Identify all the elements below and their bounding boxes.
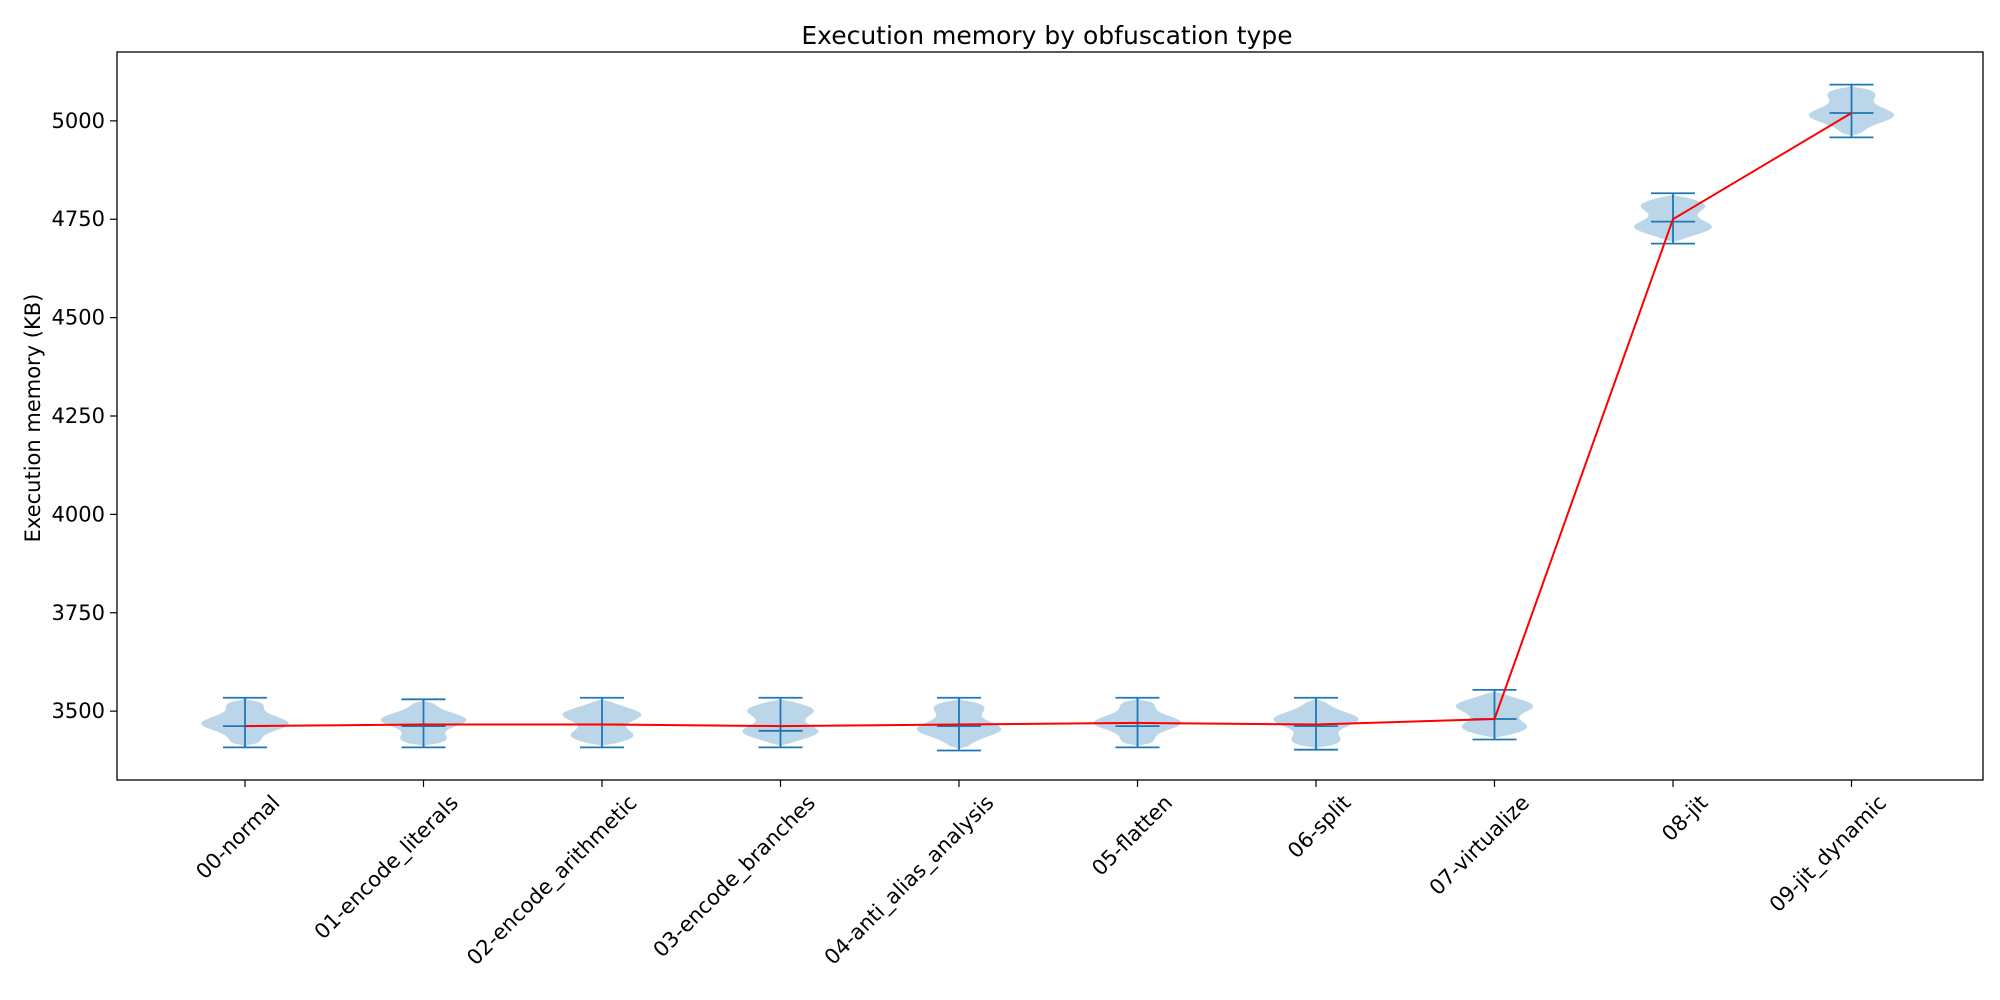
series-layer bbox=[244, 112, 1853, 728]
chart-title: Execution memory by obfuscation type bbox=[801, 21, 1292, 50]
x-tick-label: 00-normal bbox=[191, 791, 284, 884]
x-tick-label: 08-jit bbox=[1657, 791, 1712, 846]
y-tick-label: 4000 bbox=[52, 502, 105, 526]
y-tick-label: 4750 bbox=[52, 207, 105, 231]
tick-layer: 3500 3750 4000 4250 4500 4750 5000 00-normal 01-… bbox=[52, 109, 1892, 971]
x-tick-label: 09-jit_dynamic bbox=[1765, 791, 1892, 918]
x-tick-label: 01-encode_literals bbox=[310, 791, 464, 945]
plot-frame bbox=[116, 51, 1984, 781]
y-tick-label: 3750 bbox=[52, 601, 105, 625]
x-tick-label: 05-flatten bbox=[1087, 791, 1177, 881]
mean-line bbox=[244, 112, 1853, 728]
y-tick-label: 3500 bbox=[52, 699, 105, 723]
y-tick-label: 4500 bbox=[52, 306, 105, 330]
y-axis-label: Execution memory (KB) bbox=[21, 294, 45, 543]
x-tick-label: 06-split bbox=[1283, 791, 1355, 863]
x-tick-label: 07-virtualize bbox=[1425, 791, 1534, 900]
violin-layer bbox=[201, 83, 1895, 752]
x-tick-label: 04-anti_alias_analysis bbox=[820, 791, 1000, 971]
y-tick-label: 5000 bbox=[52, 109, 105, 133]
x-tick-label: 02-encode_arithmetic bbox=[462, 791, 642, 971]
x-tick-label: 03-encode_branches bbox=[649, 791, 821, 963]
y-tick-label: 4250 bbox=[52, 404, 105, 428]
